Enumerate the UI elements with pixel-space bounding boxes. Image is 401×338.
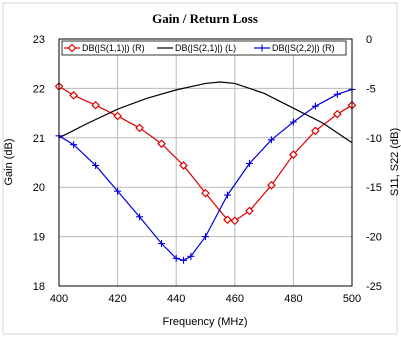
legend-label-0: DB(|S(1,1)|) (R)	[82, 43, 145, 53]
legend-label-1: DB(|S(2,1)|) (L)	[175, 43, 236, 53]
y-left-tick-label-2: 20	[33, 182, 45, 194]
series-0-point-10	[245, 206, 254, 216]
x-tick-label-2: 440	[167, 293, 185, 305]
y-left-tick-label-5: 23	[33, 34, 45, 46]
series-2-point-4	[136, 213, 144, 221]
series-2-point-9	[202, 233, 209, 241]
series-2-point-2	[92, 161, 100, 169]
series-2	[55, 85, 356, 264]
series-2-point-15	[333, 90, 341, 98]
x-tick-label-0: 400	[50, 293, 68, 305]
series-2-point-7	[180, 256, 188, 264]
x-tick-label-3: 460	[226, 293, 244, 305]
y-axis-right-label: S11, S22 (dB)	[389, 128, 401, 196]
series-2-point-11	[245, 159, 253, 167]
series-layer	[54, 81, 357, 264]
series-2-point-12	[267, 136, 275, 144]
y-axis-left-ticks: 18 19 20 21 22 23	[33, 34, 45, 293]
chart-title: Gain / Return Loss	[152, 11, 258, 26]
x-tick-label-4: 480	[284, 293, 302, 305]
x-axis-label: Frequency (MHz)	[163, 316, 248, 328]
y-left-tick-label-0: 18	[33, 281, 45, 293]
series-line-0	[58, 85, 353, 222]
x-tick-label-5: 500	[343, 293, 361, 305]
x-tick-label-1: 420	[108, 293, 126, 305]
series-0-point-14	[333, 109, 342, 119]
series-2-point-8	[187, 252, 195, 260]
y-right-tick-label-2: -15	[366, 182, 382, 194]
legend-box	[61, 40, 347, 56]
y-right-tick-label-0: -25	[366, 281, 382, 293]
series-0-point-4	[135, 123, 144, 133]
plot-area	[58, 38, 353, 287]
series-2-point-10	[223, 191, 231, 199]
series-0-point-11	[267, 180, 276, 190]
legend-marker-2	[258, 44, 266, 52]
series-2-point-3	[114, 187, 122, 195]
series-2-point-1	[70, 141, 78, 149]
series-0-point-12	[289, 150, 298, 159]
y-left-tick-label-1: 19	[33, 232, 45, 244]
y-right-tick-label-5: 0	[366, 34, 372, 46]
series-1	[58, 81, 353, 144]
series-0-point-5	[157, 139, 166, 149]
series-2-point-13	[289, 118, 297, 126]
series-2-point-5	[158, 240, 166, 248]
y-left-tick-label-4: 22	[33, 83, 45, 95]
y-right-tick-label-1: -20	[366, 232, 382, 244]
x-axis-ticks: 400 420 440 460 480 500	[50, 293, 361, 305]
y-axis-left-label: Gain (dB)	[3, 138, 15, 185]
legend-marker-0	[67, 43, 77, 53]
y-right-tick-label-4: -5	[366, 83, 376, 95]
legend: DB(|S(1,1)|) (R) DB(|S(2,1)|) (L) DB(|S(2,…	[61, 40, 347, 56]
series-2-point-6	[172, 254, 180, 262]
series-line-1	[58, 81, 353, 144]
series-0-point-9	[230, 216, 240, 226]
series-0-point-7	[201, 188, 210, 198]
series-2-point-14	[311, 102, 319, 110]
series-0-point-13	[311, 126, 320, 136]
y-right-tick-label-3: -10	[366, 133, 382, 145]
plot-frame	[58, 38, 353, 287]
series-0	[54, 82, 357, 226]
legend-label-2: DB(|S(2,2)|) (R)	[272, 43, 335, 53]
series-0-point-8	[223, 215, 232, 225]
y-left-tick-label-3: 21	[33, 133, 45, 145]
series-0-point-2	[91, 100, 100, 110]
series-0-point-3	[113, 111, 122, 121]
y-axis-right-ticks: -25 -20 -15 -10 -5 0	[366, 34, 382, 293]
series-0-point-6	[179, 161, 188, 170]
series-0-point-1	[69, 90, 78, 100]
